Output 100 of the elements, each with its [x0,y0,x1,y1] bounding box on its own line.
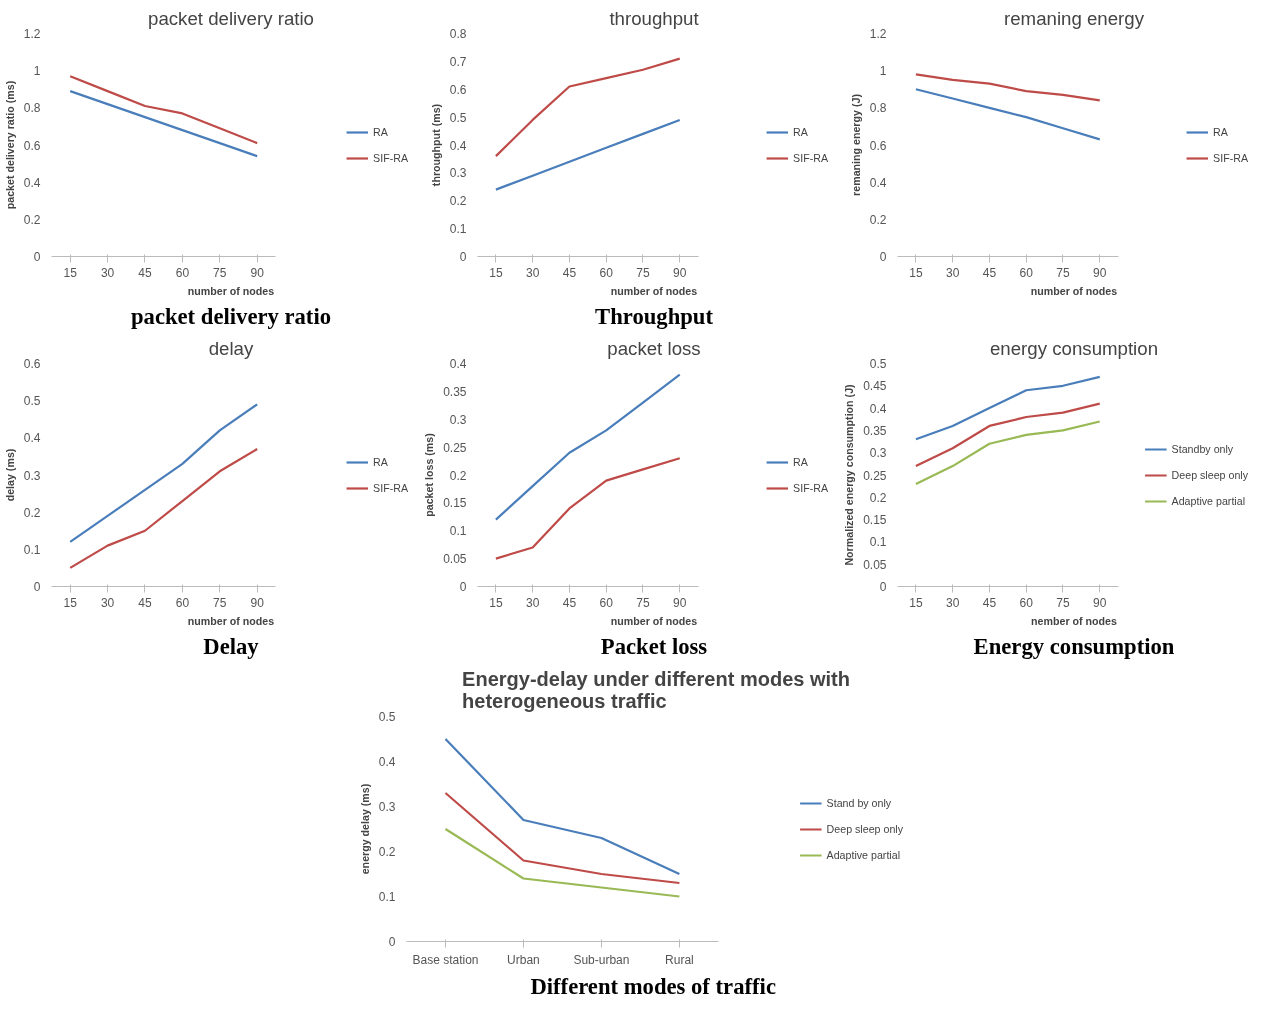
chart-title: energy consumption [990,337,1159,359]
x-tick-label: Base station [412,952,479,967]
legend-label: Stand by only [826,796,892,809]
x-tick-label: 60 [1019,265,1034,280]
y-tick-label: 0 [879,580,887,594]
x-tick-label: 60 [599,595,614,610]
y-tick-label: 0.4 [869,401,887,416]
x-tick-label: 15 [63,265,78,280]
x-tick-label: 45 [562,595,577,610]
x-tick-label: 30 [945,265,960,280]
x-tick-label: Sub-urban [573,952,630,967]
x-axis-title: number of nodes [610,614,698,627]
y-tick-label: 0.4 [23,175,41,190]
text: Packet loss [600,633,708,659]
legend-label: RA [793,125,809,138]
x-tick-label: Urban [507,952,540,967]
y-axis-title: packet delivery ratio (ms) [3,80,16,210]
y-tick-label: 0 [388,935,396,949]
y-axis-title: Normalized energy consumption (J) [843,383,856,566]
x-tick-label: 30 [945,595,960,610]
y-tick-label: 0.35 [863,423,887,438]
y-axis-title: delay (ms) [3,448,16,502]
legend-label: SIF-RA [793,151,828,164]
y-tick-label: 0.8 [449,27,467,41]
text: Throughput [595,303,714,329]
legend-label: Deep sleep only [826,822,903,835]
x-tick-label: 60 [175,595,190,610]
legend-label: SIF-RA [793,481,828,494]
y-tick-label: 1.2 [23,27,41,41]
x-tick-label: 60 [175,265,190,280]
line-series [444,737,681,876]
y-tick-label: 0.2 [23,505,41,520]
x-tick-label: 15 [909,265,923,280]
x-tick-label: 90 [673,595,687,610]
x-axis-title: nember of nodes [1031,614,1117,627]
x-tick-label: 60 [1019,595,1034,610]
y-tick-label: 0.1 [378,890,396,904]
y-tick-label: 0.15 [863,513,887,528]
y-tick-label: 0.2 [449,468,467,483]
legend-label: SIF-RA [373,151,408,164]
y-tick-label: 0.2 [869,212,887,227]
y-tick-label: 0.1 [449,222,467,237]
x-tick-label: 75 [213,595,227,610]
x-tick-label: 90 [673,265,687,280]
y-tick-label: 0.2 [869,490,887,505]
x-tick-label: 15 [489,265,503,280]
chart-title: remaning energy [1004,7,1145,29]
y-tick-label: 0.2 [449,194,467,209]
legend-label: Deep sleep only [1171,468,1248,481]
x-tick-label: 90 [1093,595,1107,610]
y-tick-label: 0 [459,580,467,594]
y-tick-label: 0.6 [23,138,41,153]
x-tick-label: 15 [489,595,503,610]
y-tick-label: 0.25 [863,468,887,483]
y-tick-label: 0 [879,250,887,264]
text: packet delivery ratio [130,303,332,329]
x-tick-label: 30 [100,595,115,610]
x-tick-label: 75 [1056,595,1070,610]
legend-label: Adaptive partial [826,848,901,861]
y-tick-label: 1 [879,64,887,79]
legend-label: RA [1213,125,1229,138]
x-tick-label: 45 [982,595,997,610]
y-tick-label: 0.4 [23,431,41,446]
x-tick-label: 15 [63,595,78,610]
x-tick-label: 90 [250,595,265,610]
x-tick-label: 45 [138,265,152,280]
y-tick-label: 0.5 [869,357,887,371]
y-tick-label: 0.4 [449,357,467,371]
chart-title: packet delivery ratio [148,7,314,29]
x-axis-title: number of nodes [187,284,275,297]
y-tick-label: 0.3 [869,446,887,461]
y-tick-label: 0.6 [449,82,467,97]
chart-title: delay [208,337,254,359]
legend-label: Adaptive partial [1171,494,1246,507]
x-tick-label: 30 [525,595,540,610]
x-axis-title: number of nodes [610,284,698,297]
y-tick-label: 0.1 [23,542,41,557]
y-tick-label: 0.05 [863,557,887,572]
y-tick-label: 0.25 [443,440,467,455]
y-tick-label: 0.3 [449,166,467,181]
x-tick-label: 60 [599,265,614,280]
text: Energy consumption [973,633,1175,659]
legend-label: RA [373,125,389,138]
y-tick-label: 0.7 [449,54,467,69]
y-tick-label: 0.2 [23,212,41,227]
legend-label: SIF-RA [1213,151,1248,164]
legend-label: Standby only [1171,442,1234,455]
y-tick-label: 0.6 [869,138,887,153]
chart-title: Energy-delay under different modes with heterogeneous traffic [462,667,850,712]
y-tick-label: 0.4 [378,755,396,769]
y-axis-title: remaning energy (J) [849,93,862,196]
y-tick-label: 0.2 [378,845,396,859]
x-tick-label: 15 [909,595,923,610]
chart-title: packet loss [607,337,701,359]
y-axis-title: packet loss (ms) [423,432,436,517]
y-tick-label: 0 [459,250,467,264]
y-tick-label: 1 [33,64,41,79]
x-tick-label: 90 [1093,265,1107,280]
x-tick-label: 90 [250,265,265,280]
y-tick-label: 0.6 [23,357,41,371]
